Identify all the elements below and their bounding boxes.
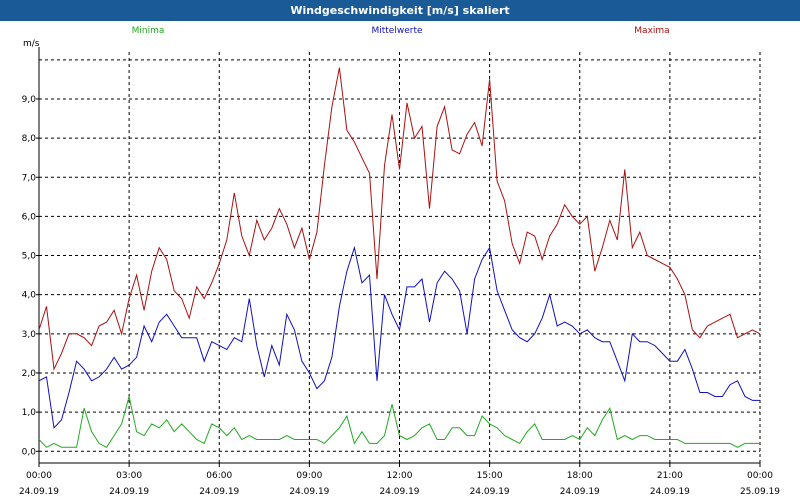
legend-item-mittelwerte: Mittelwerte: [371, 26, 422, 36]
y-tick-label: 4,0: [22, 291, 37, 301]
series-line-minima: [38, 396, 760, 448]
x-tick-date: 24.09.19: [199, 487, 239, 497]
y-tick-label: 6,0: [22, 212, 37, 222]
y-axis-label: m/s: [23, 39, 40, 49]
x-tick-time: 00:00: [26, 471, 52, 481]
grid: [39, 52, 761, 463]
x-tick-date: 24.09.19: [470, 487, 510, 497]
x-tick-date: 24.09.19: [560, 487, 600, 497]
x-tick-date: 24.09.19: [379, 487, 419, 497]
legend-item-maxima: Maxima: [634, 26, 669, 36]
axes: [36, 47, 761, 467]
y-tick-label: 3,0: [22, 330, 37, 340]
y-tick-label: 5,0: [22, 252, 37, 262]
x-tick-time: 03:00: [116, 471, 142, 481]
x-tick-time: 09:00: [296, 471, 322, 481]
x-tick-time: 21:00: [657, 471, 683, 481]
window-title: Windgeschwindigkeit [m/s] skaliert: [0, 0, 800, 21]
series-line-maxima: [38, 67, 761, 371]
y-tick-label: 0,0: [22, 447, 37, 457]
series-lines: [38, 67, 761, 448]
x-tick-time: 00:00: [747, 471, 773, 481]
y-tick-label: 7,0: [22, 173, 37, 183]
legend: Minima Mittelwerte Maxima: [132, 26, 670, 36]
x-tick-date: 24.09.19: [650, 487, 690, 497]
y-tick-label: 1,0: [22, 408, 37, 418]
x-tick-time: 15:00: [477, 471, 503, 481]
y-tick-label: 9,0: [22, 95, 37, 105]
x-tick-date: 24.09.19: [109, 487, 149, 497]
chart-area: m/s Minima Mittelwerte Maxima 0,0 1,0 2,0 3,0…: [0, 21, 800, 500]
x-tick-date: 25.09.19: [740, 487, 780, 497]
x-tick-time: 18:00: [567, 471, 593, 481]
y-tick-label: 8,0: [22, 134, 37, 144]
x-tick-time: 06:00: [206, 471, 232, 481]
x-tick-date: 24.09.19: [289, 487, 329, 497]
y-tick-label: 2,0: [22, 369, 37, 379]
legend-item-minima: Minima: [132, 26, 165, 36]
series-line-mittelwerte: [38, 245, 760, 429]
chart-background: [0, 21, 800, 500]
x-tick-date: 24.09.19: [19, 487, 59, 497]
x-tick-time: 12:00: [387, 471, 413, 481]
tick-labels: 0,0 1,0 2,0 3,0 4,0 5,0 6,0 7,0 8,0 9,0 00:00 24.09…: [19, 95, 780, 497]
